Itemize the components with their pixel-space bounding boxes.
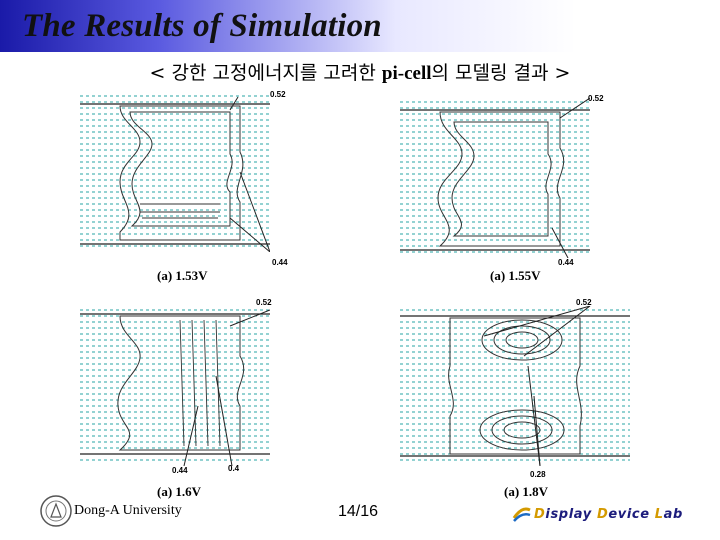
simulation-plot-3 [80, 309, 270, 466]
panel-4-label-top: 0.52 [576, 298, 592, 307]
panel-3-label-side: 0.4 [228, 464, 240, 473]
page-number: 14/16 [338, 503, 379, 520]
panel-4-label-bottom: 0.28 [530, 470, 546, 479]
lab-name: Display Device Lab [534, 507, 683, 522]
simulation-plot-1 [80, 95, 270, 252]
grid-pattern [80, 309, 270, 461]
lab-letter-d2: D [596, 507, 609, 522]
university-seal-icon [40, 495, 72, 527]
simulation-plot-4 [400, 306, 630, 466]
grid-pattern [400, 101, 590, 253]
lab-word-2: evice [608, 507, 655, 522]
subtitle-suffix: 의 모델링 결과 > [431, 62, 571, 84]
simulation-panel-4: 0.52 0.28 [400, 298, 630, 479]
panel-1-label-top: 0.52 [270, 90, 286, 99]
lab-letter-d1: D [534, 507, 546, 522]
lab-logo-icon [512, 507, 531, 522]
panel-1-label-bottom: 0.44 [272, 258, 288, 267]
lab-word-3: ab [663, 507, 683, 522]
subtitle-prefix: < 강한 고정에너지를 고려한 [149, 62, 382, 84]
footer-university: Dong-A University [74, 503, 182, 518]
panel-3-caption: (a) 1.6V [157, 484, 202, 499]
simulation-plot-2 [400, 98, 590, 258]
lab-letter-l: L [654, 507, 664, 522]
slide-subtitle: < 강한 고정에너지를 고려한 pi-cell의 모델링 결과 > [0, 58, 720, 85]
panel-4-caption: (a) 1.8V [504, 484, 549, 499]
panel-2-label-bottom: 0.44 [558, 258, 574, 267]
title-bar [0, 0, 720, 52]
slide-title: The Results of Simulation [22, 8, 382, 44]
panel-1-caption: (a) 1.53V [157, 268, 208, 283]
lab-word-1: isplay [545, 507, 597, 522]
subtitle-latin: pi-cell [381, 63, 432, 84]
panel-3-label-bottom: 0.44 [172, 466, 188, 475]
panel-2-label-top: 0.52 [588, 94, 604, 103]
simulation-panel-1: 0.52 0.44 [80, 90, 288, 267]
grid-pattern [80, 95, 270, 247]
panel-2-caption: (a) 1.55V [490, 268, 541, 283]
simulation-panel-2: 0.52 0.44 [400, 94, 604, 267]
simulation-panel-3: 0.52 0.44 0.4 [80, 298, 272, 475]
panel-3-label-top: 0.52 [256, 298, 272, 307]
